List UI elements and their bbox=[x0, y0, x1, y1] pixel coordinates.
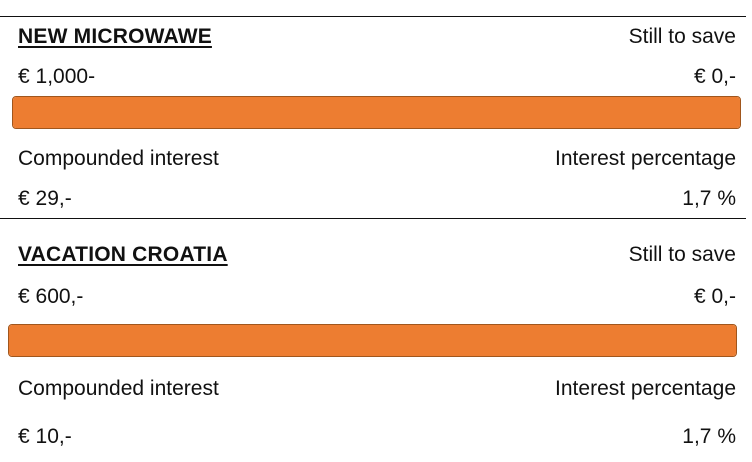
still-to-save-label: Still to save bbox=[628, 25, 736, 48]
goal-amount: € 1,000- bbox=[18, 65, 96, 88]
interest-percentage-value: 1,7 % bbox=[682, 425, 736, 448]
still-to-save-value: € 0,- bbox=[693, 65, 736, 88]
compounded-interest-value: € 10,- bbox=[18, 425, 72, 448]
goal-amount: € 600,- bbox=[18, 285, 84, 308]
still-to-save-label: Still to save bbox=[628, 243, 736, 266]
savings-progress-fill bbox=[9, 325, 736, 356]
savings-progress-bar bbox=[12, 96, 741, 129]
compounded-interest-value: € 29,- bbox=[18, 187, 72, 210]
savings-progress-fill bbox=[13, 97, 740, 128]
interest-percentage-label: Interest percentage bbox=[555, 377, 736, 400]
compounded-interest-label: Compounded interest bbox=[18, 147, 219, 170]
goal-title: NEW MICROWAWE bbox=[18, 25, 212, 48]
interest-percentage-label: Interest percentage bbox=[555, 147, 736, 170]
goal-title: VACATION CROATIA bbox=[18, 243, 228, 266]
savings-progress-bar bbox=[8, 324, 737, 357]
compounded-interest-label: Compounded interest bbox=[18, 377, 219, 400]
interest-percentage-value: 1,7 % bbox=[682, 187, 736, 210]
still-to-save-value: € 0,- bbox=[693, 285, 736, 308]
top-divider bbox=[0, 16, 746, 17]
section-divider bbox=[0, 218, 746, 219]
